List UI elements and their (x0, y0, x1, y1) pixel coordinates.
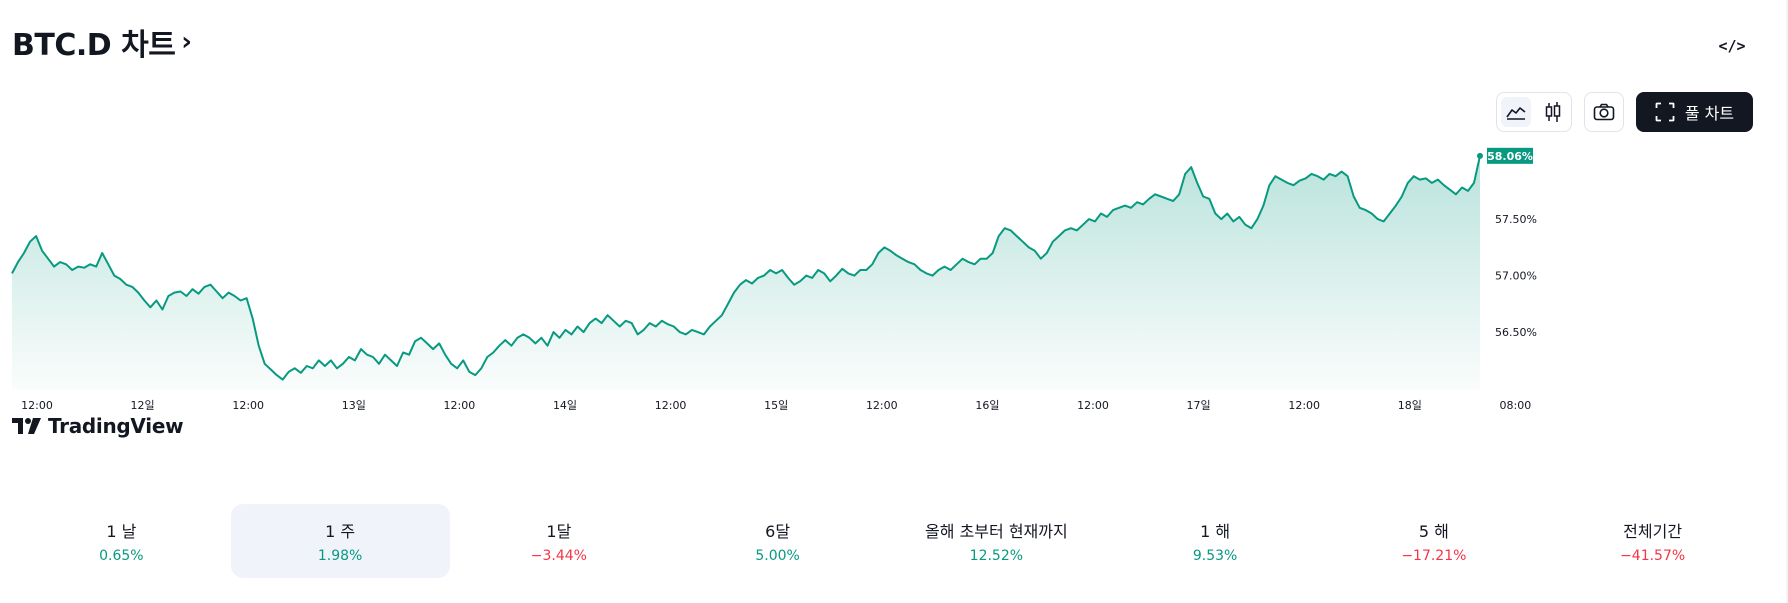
x-axis-tick-label: 12:00 (866, 399, 898, 412)
full-chart-button[interactable]: 풀 차트 (1636, 92, 1753, 132)
period-tab[interactable]: 1 해 9.53% (1106, 504, 1325, 578)
last-point-dot (1477, 152, 1483, 159)
period-tab[interactable]: 5 해 −17.21% (1325, 504, 1544, 578)
period-tab[interactable]: 1 날 0.65% (12, 504, 231, 578)
x-axis-tick-label: 12:00 (21, 399, 53, 412)
candlestick-chart-icon (1545, 102, 1560, 122)
y-axis-tick-label: 57.00% (1495, 270, 1537, 283)
snapshot-button[interactable] (1584, 92, 1624, 132)
candlestick-chart-button[interactable] (1538, 97, 1568, 127)
y-axis-tick-label: 56.50% (1495, 326, 1537, 339)
tradingview-logo[interactable]: TradingView (12, 414, 184, 438)
last-value-tag (1487, 147, 1533, 164)
x-axis-tick-label: 12:00 (444, 399, 476, 412)
period-label: 1 주 (325, 522, 356, 541)
period-label: 5 해 (1418, 522, 1449, 541)
period-label: 올해 초부터 현재까지 (925, 522, 1068, 541)
period-label: 1 해 (1200, 522, 1231, 541)
x-axis-tick-label: 08:00 (1500, 399, 1532, 412)
period-tab[interactable]: 전체기간 −41.57% (1543, 504, 1762, 578)
fullscreen-icon (1655, 102, 1675, 122)
tradingview-logo-icon (12, 418, 41, 434)
period-tab[interactable]: 6달 5.00% (668, 504, 887, 578)
x-axis-tick-label: 12:00 (655, 399, 687, 412)
period-label: 1달 (546, 522, 572, 541)
x-axis-tick-label: 12:00 (232, 399, 264, 412)
period-change-value: −3.44% (530, 548, 587, 564)
period-change-value: −17.21% (1401, 548, 1467, 564)
x-axis-tick-label: 15일 (764, 398, 788, 412)
period-label: 전체기간 (1623, 522, 1683, 541)
chart-area-fill (12, 155, 1480, 390)
code-icon: </> (1718, 37, 1746, 55)
x-axis-tick-label: 12:00 (1288, 399, 1320, 412)
x-axis-tick-label: 13일 (342, 398, 366, 412)
full-chart-label: 풀 차트 (1684, 104, 1735, 123)
last-value-label: 58.06% (1487, 150, 1533, 163)
page-scrollbar[interactable] (1786, 0, 1788, 603)
period-change-value: 9.53% (1192, 548, 1238, 564)
tradingview-logo-text: TradingView (48, 414, 184, 438)
y-axis-tick-label: 57.50% (1495, 213, 1537, 226)
x-axis-tick-label: 16일 (975, 398, 999, 412)
period-change-value: −41.57% (1620, 548, 1686, 564)
x-axis-tick-label: 12:00 (1077, 399, 1109, 412)
area-chart-icon (1505, 107, 1525, 120)
area-chart-button[interactable] (1500, 97, 1531, 127)
price-chart[interactable]: 58.06% 57.50% 57.00% 56.50% 12:00 12일 12:00 13일… (0, 145, 1788, 475)
period-label: 1 날 (106, 522, 137, 541)
chart-style-toggle (1496, 92, 1572, 132)
page-title[interactable]: BTC.D 차트 › (12, 24, 192, 63)
camera-icon (1593, 103, 1615, 121)
x-axis-tick-label: 12일 (131, 398, 155, 412)
page-title-text: BTC.D 차트 (12, 28, 176, 63)
x-axis-tick-label: 18일 (1398, 398, 1422, 412)
x-axis-tick-label: 17일 (1187, 398, 1211, 412)
chevron-right-icon: › (181, 27, 192, 57)
performance-periods: 1 날 0.65% 1 주 1.98% 1달 −3.44% 6달 5.00% 올해 초부터 현재… (12, 504, 1762, 578)
period-tab[interactable]: 1달 −3.44% (450, 504, 669, 578)
period-tab[interactable]: 1 주 1.98% (230, 504, 450, 578)
x-axis-tick-label: 14일 (553, 398, 577, 412)
period-tab[interactable]: 올해 초부터 현재까지 12.52% (887, 504, 1106, 578)
chart-series-line (11, 155, 1481, 381)
period-change-value: 0.65% (99, 548, 144, 564)
period-change-value: 12.52% (969, 548, 1024, 564)
period-change-value: 1.98% (317, 548, 363, 564)
period-change-value: 5.00% (755, 548, 800, 564)
period-label: 6달 (765, 522, 791, 541)
embed-code-button[interactable]: </> (1718, 32, 1746, 60)
